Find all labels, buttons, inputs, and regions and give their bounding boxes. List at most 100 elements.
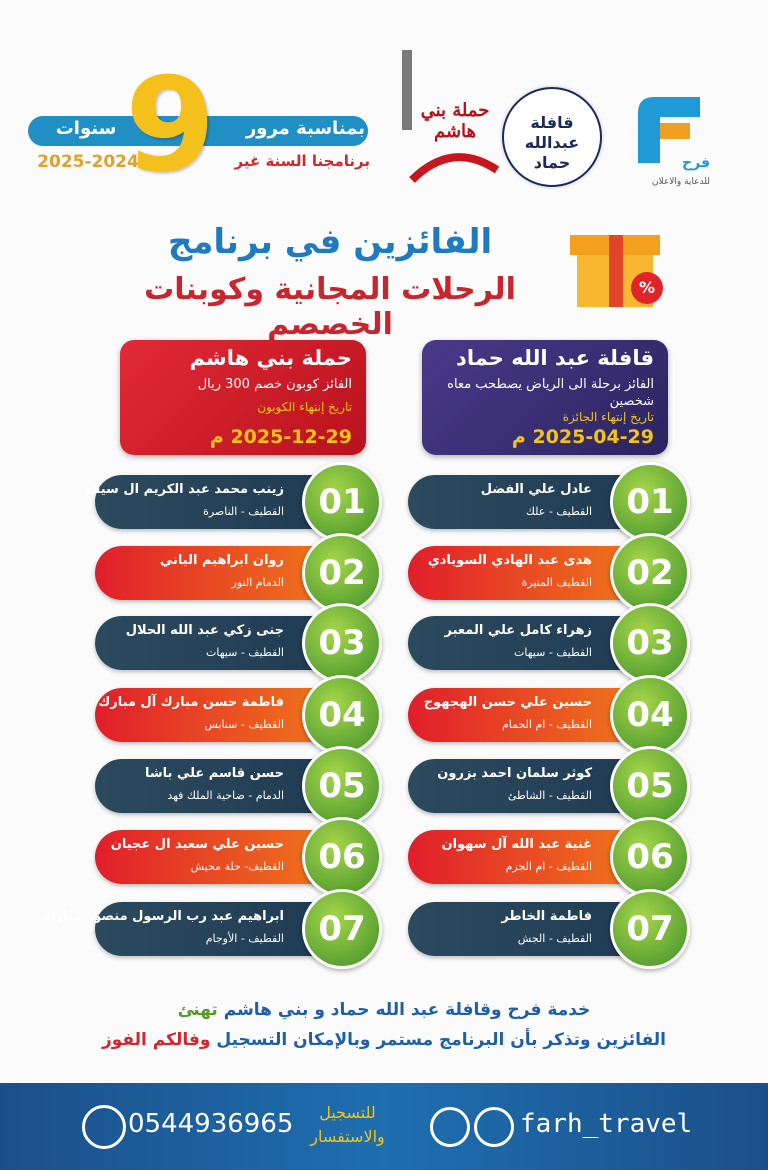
qafila-logo: قافلة عبدالله حماد	[502, 87, 602, 187]
winner-number: 02	[610, 533, 690, 613]
instagram-icon[interactable]	[430, 1107, 470, 1147]
winner-pill: حسين علي حسن الهجهوج القطيف - ام الحمام	[408, 688, 650, 742]
prize-title: حملة بني هاشم	[189, 346, 352, 370]
winner-name: روان ابراهيم الياني	[159, 553, 284, 568]
footer-bar: 0544936965 للتسجيل والاستفسار farh_trave…	[0, 1083, 768, 1170]
title-line2: الرحلات المجانية وكوبنات الخصصم	[144, 272, 516, 342]
prize-card: حملة بني هاشم الفائز كوبون خصم 300 ريال تا…	[120, 340, 366, 455]
whatsapp-icon[interactable]	[82, 1105, 126, 1149]
winner-number: 06	[610, 817, 690, 897]
winner-pill: زينب محمد عبد الكريم ال سيف القطيف - النا…	[85, 475, 342, 529]
winner-name: كوثر سلمان احمد بزرون	[437, 766, 592, 781]
hashem-logo: حملة بني هاشم	[392, 50, 502, 185]
contact-label: للتسجيل والاستفسار	[310, 1103, 385, 1146]
winner-location: القطيف - ام الجزم	[505, 860, 592, 873]
winner-name: عادل علي الفضل	[480, 482, 592, 497]
hashem-art	[402, 50, 500, 183]
svg-text:%: %	[639, 278, 655, 297]
winner-name: حسين علي حسن الهجهوج	[423, 695, 592, 710]
logo-qafila: قافلة عبدالله حماد	[524, 113, 580, 172]
prize-date: 2025-12-29 م	[209, 426, 352, 448]
winner-pill: روان ابراهيم الياني الدمام النور	[95, 546, 342, 600]
years-number: 9	[125, 49, 216, 201]
winner-location: القطيف - الأوجام	[205, 932, 284, 945]
winner-number: 01	[302, 462, 382, 542]
prize-title: قافلة عبد الله حماد	[456, 346, 654, 370]
prize-description: الفائز برحلة الى الرياض يصطحب معاه شخصين	[447, 377, 654, 409]
winner-name: ابراهيم عبد رب الرسول منصور مبارك	[43, 909, 284, 924]
message-text: وفالكم الفوز	[101, 1030, 211, 1050]
winner-pill: ابراهيم عبد رب الرسول منصور مبارك القطيف …	[44, 902, 342, 956]
winner-number: 06	[302, 817, 382, 897]
handle[interactable]: farh_travel	[520, 1109, 693, 1139]
winner-pill: فاطمة الخاطر القطيف - الجش	[408, 902, 650, 956]
winner-pill: فاطمة حسن مبارك آل مبارك القطيف - سنابس	[95, 688, 342, 742]
winner-pill: جنى زكي عبد الله الحلال القطيف - سيهات	[95, 616, 342, 670]
winner-location: الدمام النور	[231, 576, 284, 589]
winner-number: 04	[610, 675, 690, 755]
message-text: خدمة فرح وقافلة عبد الله حماد و بني هاشم	[223, 1000, 591, 1020]
season: 2025-2024	[37, 152, 139, 172]
prize-date: 2025-04-29 م	[511, 426, 654, 448]
winner-number: 01	[610, 462, 690, 542]
message-line1: خدمة فرح وقافلة عبد الله حماد و بني هاشم…	[0, 1000, 768, 1020]
phone[interactable]: 0544936965	[128, 1109, 294, 1139]
winner-location: القطيف - علك	[525, 505, 592, 518]
winner-number: 02	[302, 533, 382, 613]
winner-location: القطيف المنيرة	[521, 576, 592, 589]
winner-number: 04	[302, 675, 382, 755]
winner-name: زينب محمد عبد الكريم ال سيف	[85, 482, 284, 497]
winner-location: القطيف - الشاطئ	[507, 789, 592, 802]
winner-location: الدمام - ضاحية الملك فهد	[167, 789, 284, 802]
winner-name: فاطمة حسن مبارك آل مبارك	[98, 695, 284, 710]
winner-name: غنية عبد الله آل سهوان	[441, 837, 592, 852]
winner-number: 03	[610, 603, 690, 683]
message-text: الفائزين وتذكر بأن البرنامج مستمر وبالإم…	[216, 1030, 667, 1050]
winner-location: القطيف - سيهات	[206, 646, 284, 659]
snapchat-icon[interactable]	[474, 1107, 514, 1147]
farh-logo: فرح للدعاية والاعلان	[630, 93, 710, 193]
winner-number: 05	[610, 746, 690, 826]
prize-card: قافلة عبد الله حماد الفائز برحلة الى الري…	[422, 340, 668, 455]
winner-location: القطيف - سنابس	[204, 718, 284, 731]
message-line2: الفائزين وتذكر بأن البرنامج مستمر وبالإم…	[0, 1030, 768, 1050]
winner-location: القطيف - سيهات	[514, 646, 592, 659]
winner-number: 07	[610, 889, 690, 969]
winner-name: حسين علي سعيد ال عجيان	[110, 837, 284, 852]
winner-location: القطيف - الناصرة	[203, 505, 284, 518]
farh-art	[638, 97, 700, 163]
winner-location: القطيف - الجش	[517, 932, 592, 945]
logo-farh: فرح	[682, 155, 710, 171]
winner-name: فاطمة الخاطر	[501, 909, 592, 924]
winner-number: 07	[302, 889, 382, 969]
prize-expiry-label: تاريخ إنتهاء الكوبون	[257, 400, 352, 414]
years-word: سنوات	[55, 118, 117, 139]
winner-pill: عادل علي الفضل القطيف - علك	[408, 475, 650, 529]
prize-expiry-label: تاريخ إنتهاء الجائزة	[562, 410, 654, 424]
winner-number: 05	[302, 746, 382, 826]
winner-name: زهراء كامل علي المعبر	[444, 623, 592, 638]
gift-icon: %	[565, 210, 670, 310]
winner-pill: غنية عبد الله آل سهوان القطيف - ام الجزم	[408, 830, 650, 884]
winner-pill: زهراء كامل علي المعبر القطيف - سيهات	[408, 616, 650, 670]
winner-location: القطيف- حلة محيش	[190, 860, 284, 873]
winner-number: 03	[302, 603, 382, 683]
winner-location: القطيف - ام الحمام	[501, 718, 592, 731]
occasion: بمناسبة مرور	[245, 118, 365, 139]
logo-farh-sub: للدعاية والاعلان	[651, 177, 710, 187]
prize-description: الفائز كوبون خصم 300 ريال	[197, 377, 352, 392]
tagline: برنامجنا السنة غير	[234, 152, 370, 170]
occasion-badge	[28, 116, 368, 146]
winner-name: جنى زكي عبد الله الحلال	[125, 623, 284, 638]
winner-name: حسن قاسم علي باشا	[144, 766, 284, 781]
winner-pill: هدى عبد الهادي السويادي القطيف المنيرة	[408, 546, 650, 600]
winner-pill: حسين علي سعيد ال عجيان القطيف- حلة محيش	[95, 830, 342, 884]
message-text: تهنئ	[177, 1000, 218, 1020]
logo-hashem: حملة بني هاشم	[420, 100, 490, 142]
title-line1: الفائزين في برنامج	[167, 222, 493, 262]
winner-pill: كوثر سلمان احمد بزرون القطيف - الشاطئ	[408, 759, 650, 813]
winner-name: هدى عبد الهادي السويادي	[427, 553, 592, 568]
winner-pill: حسن قاسم علي باشا الدمام - ضاحية الملك فه…	[95, 759, 342, 813]
gift-art: %	[570, 235, 663, 307]
